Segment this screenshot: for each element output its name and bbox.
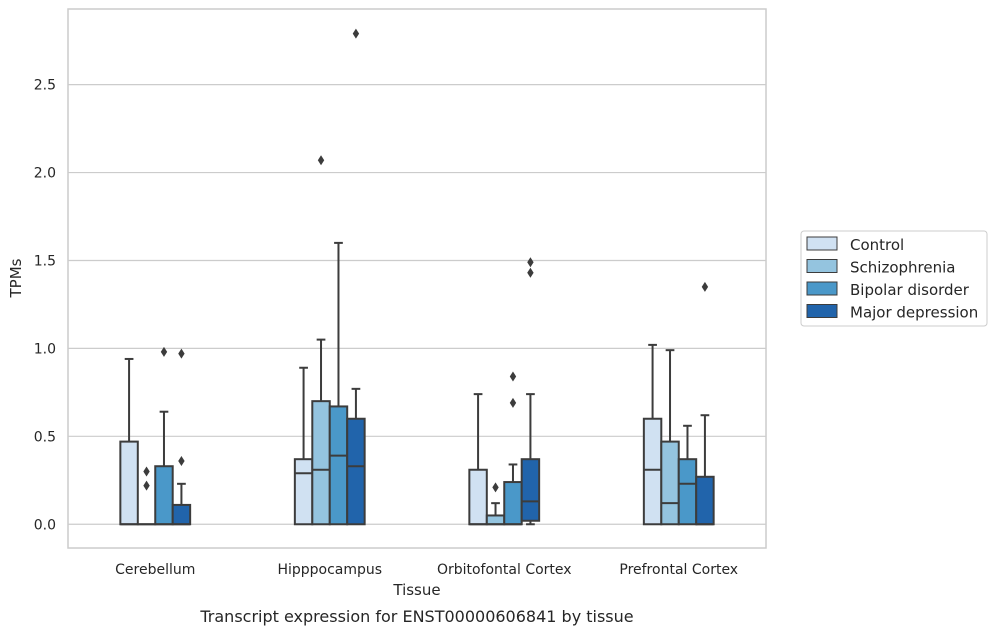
legend-frame — [800, 230, 988, 327]
legend: Control Schizophrenia Bipolar disorder Majo… — [800, 230, 988, 327]
box-body — [154, 465, 174, 526]
plot-frame — [67, 8, 767, 549]
outlier-point — [143, 466, 150, 477]
box — [642, 343, 663, 526]
y-tick-label: 2.0 — [34, 166, 56, 182]
outlier-point — [509, 371, 517, 382]
outlier-point — [352, 28, 360, 39]
x-tick-label: Hipppocampus — [277, 562, 382, 578]
y-tick-label: 0.5 — [34, 429, 56, 445]
x-axis-label: Tissue — [392, 581, 440, 599]
box — [311, 155, 331, 526]
legend-label: Major depression — [850, 304, 978, 322]
box — [328, 241, 349, 526]
outlier-point — [527, 267, 534, 278]
box-body — [695, 475, 715, 526]
box-body — [485, 514, 506, 526]
box — [136, 466, 157, 526]
box — [171, 348, 192, 526]
box-body — [503, 481, 523, 526]
box-body — [677, 458, 698, 526]
outlier-point — [527, 257, 534, 268]
box-body — [346, 417, 366, 526]
box-body — [119, 440, 139, 526]
box — [677, 424, 698, 526]
legend-label: Control — [850, 236, 904, 254]
outlier-point — [178, 455, 185, 466]
outlier-point — [492, 482, 499, 493]
box-body — [520, 458, 541, 522]
outlier-point — [701, 281, 709, 292]
box — [154, 346, 174, 526]
y-tick-label: 1.5 — [34, 253, 56, 269]
outlier-point — [143, 480, 150, 491]
legend-swatch — [806, 304, 838, 318]
legend-swatch — [806, 236, 838, 251]
y-tick-label: 1.0 — [34, 341, 56, 357]
x-tick-label: Cerebellum — [115, 562, 195, 578]
outlier-point — [317, 155, 325, 166]
chart-caption: Transcript expression for ENST0000060684… — [199, 607, 633, 626]
box-body — [642, 417, 663, 526]
boxes — [119, 28, 715, 526]
box-body — [468, 468, 488, 526]
box — [503, 371, 523, 526]
legend-swatch — [806, 281, 838, 296]
x-tick-label: Orbitofontal Cortex — [437, 562, 572, 578]
x-tick-label: Prefrontal Cortex — [619, 562, 738, 578]
box — [346, 28, 366, 526]
box-body — [328, 405, 349, 526]
box — [660, 349, 680, 526]
box-body — [311, 400, 331, 526]
box — [119, 357, 139, 526]
box-body — [660, 440, 680, 526]
box — [695, 281, 715, 526]
x-tick-labels: Cerebellum Hipppocampus Orbitofontal Corte… — [115, 562, 738, 578]
outlier-point — [160, 346, 168, 357]
box — [485, 482, 506, 526]
legend-swatch — [806, 259, 838, 273]
box — [520, 257, 541, 526]
box-body — [171, 503, 192, 526]
box — [293, 366, 314, 526]
box — [468, 393, 488, 526]
y-tick-label: 2.5 — [34, 78, 56, 94]
y-tick-label: 0.0 — [34, 517, 56, 533]
legend-label: Schizophrenia — [850, 259, 955, 277]
legend-label: Bipolar disorder — [850, 281, 970, 299]
outlier-point — [509, 397, 517, 408]
outlier-point — [178, 348, 185, 359]
box-body — [293, 458, 314, 526]
y-tick-labels: 0.0 0.5 1.0 1.5 2.0 2.5 — [34, 78, 56, 534]
y-axis-label: TPMs — [7, 258, 25, 298]
